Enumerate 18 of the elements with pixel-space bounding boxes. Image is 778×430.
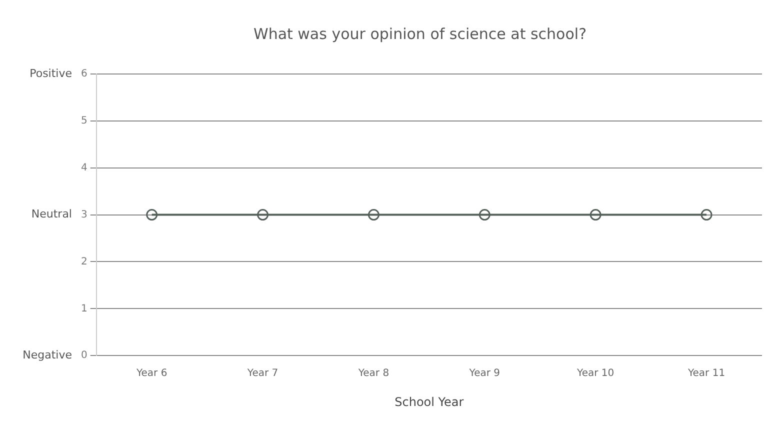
x-tick-label: Year 9 (468, 368, 500, 380)
x-tick-label: Year 11 (686, 368, 726, 380)
text: Negative (22, 348, 72, 362)
x-tick-label: Year 7 (246, 368, 278, 380)
y-tick-label: 3 (80, 209, 88, 220)
y-tick-label: 2 (80, 256, 88, 268)
y-tick-label: 1 (80, 303, 88, 314)
text: Positive (30, 66, 72, 80)
y-tick-label: 0 (80, 350, 88, 362)
y-tick-label: 4 (80, 162, 88, 174)
text: Neutral (31, 208, 72, 221)
x-axis-title: School Year (394, 394, 464, 409)
y-tick-label: 6 (80, 68, 88, 80)
chart-title: What was your opinion of science at school? (253, 24, 587, 43)
x-tick-label: Year 6 (135, 368, 168, 380)
x-tick-label: Year 8 (357, 368, 390, 380)
y-tick-label: 5 (80, 116, 88, 127)
x-tick-label: Year 10 (576, 368, 614, 380)
